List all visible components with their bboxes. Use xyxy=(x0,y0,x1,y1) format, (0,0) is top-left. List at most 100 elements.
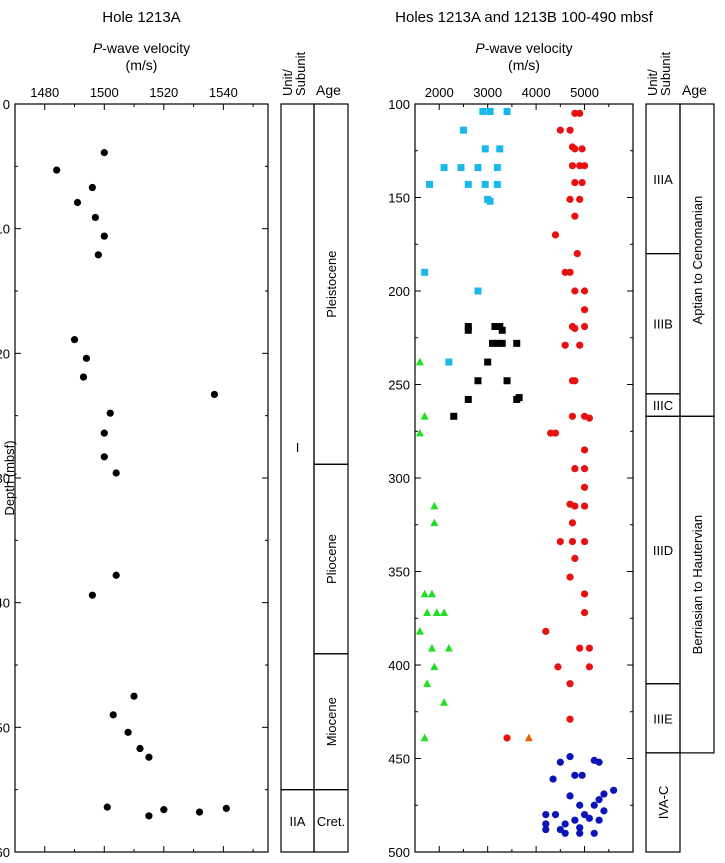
data-point xyxy=(440,608,449,616)
left-plot-frame xyxy=(14,103,269,853)
data-point xyxy=(542,627,550,635)
data-point xyxy=(489,339,497,347)
data-point xyxy=(112,571,120,579)
data-point xyxy=(124,728,132,736)
data-point xyxy=(595,758,603,766)
data-point xyxy=(195,808,204,816)
data-point xyxy=(580,811,589,819)
data-point xyxy=(486,197,494,205)
y-tick-label: 40 xyxy=(0,596,10,611)
y-tick-label: 300 xyxy=(388,471,410,486)
data-point xyxy=(423,608,432,616)
data-point xyxy=(585,814,594,822)
data-point xyxy=(571,771,579,779)
data-point xyxy=(450,412,458,420)
data-point xyxy=(578,771,586,779)
data-point xyxy=(571,465,579,473)
data-point xyxy=(145,753,153,761)
y-tick-label: 100 xyxy=(388,97,410,112)
data-point xyxy=(566,753,574,761)
data-point xyxy=(610,786,618,794)
y-tick-label: 450 xyxy=(388,752,410,767)
data-point xyxy=(580,162,589,170)
x-axis-label-italic: P xyxy=(93,40,103,56)
data-point xyxy=(94,251,102,259)
left-plot: Hole 1213A P-wave velocity(m/s) 1480 1500 15… xyxy=(0,9,269,860)
y-tick-label: 400 xyxy=(388,658,410,673)
data-point xyxy=(551,231,560,239)
data-point xyxy=(554,663,562,671)
unit-label: IVA-C xyxy=(656,786,671,820)
data-point xyxy=(576,801,584,809)
data-point xyxy=(88,591,96,599)
data-point xyxy=(427,643,436,652)
data-point xyxy=(145,812,153,820)
data-point xyxy=(457,164,465,172)
x-tick-label: 3000 xyxy=(473,85,502,100)
y-tick-label: 0 xyxy=(3,97,10,112)
data-point xyxy=(210,390,219,399)
data-point xyxy=(580,609,589,617)
data-point xyxy=(426,180,434,188)
data-point xyxy=(112,469,120,477)
data-point xyxy=(136,744,144,753)
data-point xyxy=(464,323,472,331)
right-x-axis-label: P-wave velocity xyxy=(475,40,572,56)
data-point xyxy=(100,429,108,437)
unit-box xyxy=(645,752,681,853)
data-point xyxy=(551,811,560,819)
data-point xyxy=(503,734,511,742)
data-point xyxy=(576,109,584,117)
data-point xyxy=(82,354,91,362)
data-point xyxy=(566,573,574,581)
data-point xyxy=(571,502,579,510)
data-point xyxy=(571,145,579,153)
data-point xyxy=(432,608,441,616)
data-point xyxy=(561,341,569,349)
data-point xyxy=(561,829,569,837)
data-point xyxy=(578,178,586,187)
data-point xyxy=(420,733,429,742)
x-axis-label-rest: -wave velocity xyxy=(102,40,190,56)
data-point xyxy=(566,195,574,203)
x-tick-label: 5000 xyxy=(570,85,599,100)
data-point xyxy=(430,518,439,527)
data-point xyxy=(430,662,439,671)
data-point xyxy=(571,377,579,385)
data-point xyxy=(556,126,564,134)
y-tick-label: 60 xyxy=(0,845,10,860)
data-point xyxy=(578,145,586,153)
x-axis-label-rest: -wave velocity xyxy=(485,40,573,56)
y-tick-label: 30 xyxy=(0,471,10,486)
unit-label: IIIC xyxy=(653,398,673,413)
data-point xyxy=(100,232,108,240)
data-point xyxy=(568,162,577,170)
right-strat: Unit/Subunit Age IIIA IIIB IIIC IIID IIIE IVA-C… xyxy=(645,52,715,853)
y-tick-label: 250 xyxy=(388,378,410,393)
data-point xyxy=(590,829,598,837)
data-point xyxy=(474,287,482,295)
unit-label: IIIB xyxy=(653,317,673,332)
age-box xyxy=(313,789,349,853)
data-point xyxy=(580,590,589,598)
unit-header: Unit/ xyxy=(645,69,660,96)
x-tick-label: 4000 xyxy=(522,85,551,100)
unit-label: I xyxy=(296,440,300,455)
unit-header: Unit/ xyxy=(280,69,295,96)
left-x-axis-units: (m/s) xyxy=(126,57,158,73)
data-point xyxy=(423,679,432,687)
data-point xyxy=(576,824,584,832)
unit-label: IIIE xyxy=(653,711,673,726)
unit-label: IIID xyxy=(653,543,673,558)
data-point xyxy=(568,519,577,527)
data-point xyxy=(459,126,467,134)
data-point xyxy=(571,324,579,332)
left-title: Hole 1213A xyxy=(102,9,180,26)
data-point xyxy=(595,796,603,804)
right-plot: Holes 1213A and 1213B 100-490 mbsf P-wave… xyxy=(388,9,653,860)
data-point xyxy=(474,164,482,172)
data-point xyxy=(580,287,589,295)
data-point xyxy=(481,145,489,153)
data-point xyxy=(566,680,574,688)
data-point xyxy=(524,733,533,742)
